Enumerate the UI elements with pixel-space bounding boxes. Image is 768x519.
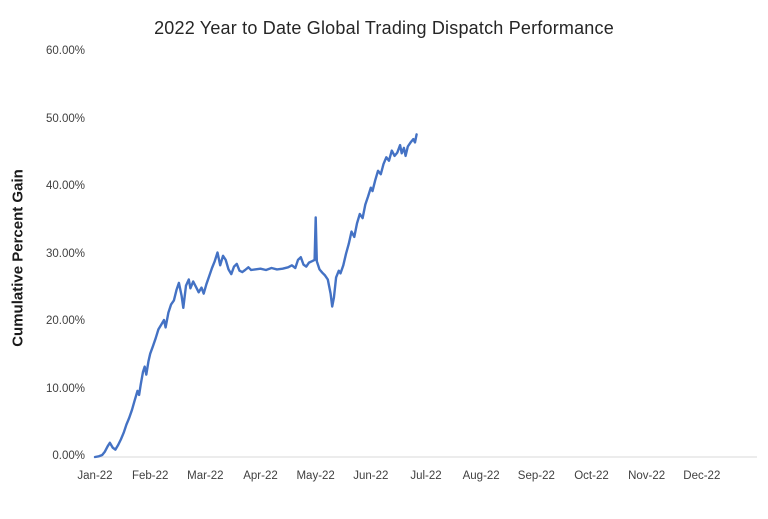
x-tick-label: Jan-22 <box>77 470 113 482</box>
x-tick-label: Sep-22 <box>517 470 555 482</box>
x-tick-label: Jul-22 <box>410 470 442 482</box>
y-tick-label: 60.00% <box>45 45 85 57</box>
x-tick-label: Dec-22 <box>683 470 721 482</box>
x-tick-label: Jun-22 <box>353 470 389 482</box>
x-tick-label: Oct-22 <box>574 470 609 482</box>
chart-title: 2022 Year to Date Global Trading Dispatc… <box>154 18 614 38</box>
x-tick-label: Apr-22 <box>243 470 278 482</box>
x-tick-label: Feb-22 <box>131 470 169 482</box>
y-tick-label: 0.00% <box>52 450 85 462</box>
x-tick-label: Mar-22 <box>187 470 224 482</box>
y-tick-label: 40.00% <box>45 180 85 192</box>
y-tick-label: 20.00% <box>45 315 85 327</box>
x-tick-label: Nov-22 <box>628 470 666 482</box>
y-tick-label: 30.00% <box>45 247 85 260</box>
y-tick-label: 50.00% <box>45 112 85 125</box>
performance-line <box>93 133 418 459</box>
x-tick-label: Aug-22 <box>462 470 500 482</box>
y-tick-label: 10.00% <box>45 382 85 395</box>
x-tick-label: May-22 <box>296 470 335 482</box>
